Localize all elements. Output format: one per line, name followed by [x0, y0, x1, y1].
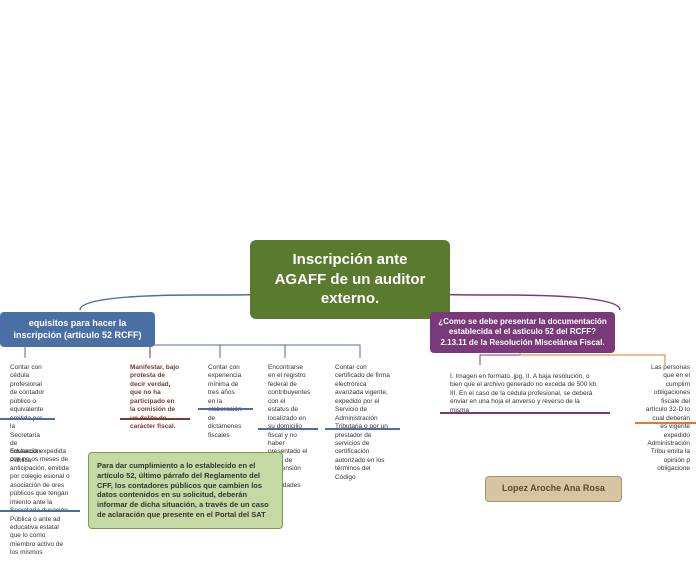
right-branch-header: ¿Como se debe presentar la documentación… [430, 312, 615, 353]
leaf-manifestar: Manifestar, bajo protesta de decir verda… [120, 358, 190, 438]
leaf-certificado: Contar con certificado de firma electrón… [325, 358, 400, 488]
right-leaf-underline-2 [635, 422, 696, 424]
leaf-underline-1 [0, 418, 55, 420]
left-branch-header: equisitos para hacer la inscripción (art… [0, 312, 155, 347]
leaf-personas: Las personas que en el cumplim obligacio… [635, 358, 696, 480]
right-branch-title: ¿Como se debe presentar la documentación… [438, 317, 606, 347]
leaf-underline-5 [325, 428, 400, 430]
leaf-underline-3 [198, 408, 253, 410]
root-node: Inscripción ante AGAFF de un auditor ext… [250, 240, 450, 319]
leaf-experiencia: Contar con experiencia mínima de tres añ… [198, 358, 253, 446]
right-leaf-underline-1 [440, 412, 610, 414]
root-title: Inscripción ante AGAFF de un auditor ext… [275, 251, 426, 307]
author-name-box: Lopez Aroche Ana Rosa [485, 476, 622, 502]
green-info-box: Para dar cumplimiento a lo establecido e… [88, 452, 283, 529]
leaf-underline-4 [258, 428, 318, 430]
sub-leaf-underline [0, 510, 80, 512]
leaf-underline-2 [120, 418, 190, 420]
left-branch-title: equisitos para hacer la inscripción (art… [13, 318, 141, 340]
sub-leaf-constancia: onstancia expedida con no os meses de an… [0, 442, 80, 564]
